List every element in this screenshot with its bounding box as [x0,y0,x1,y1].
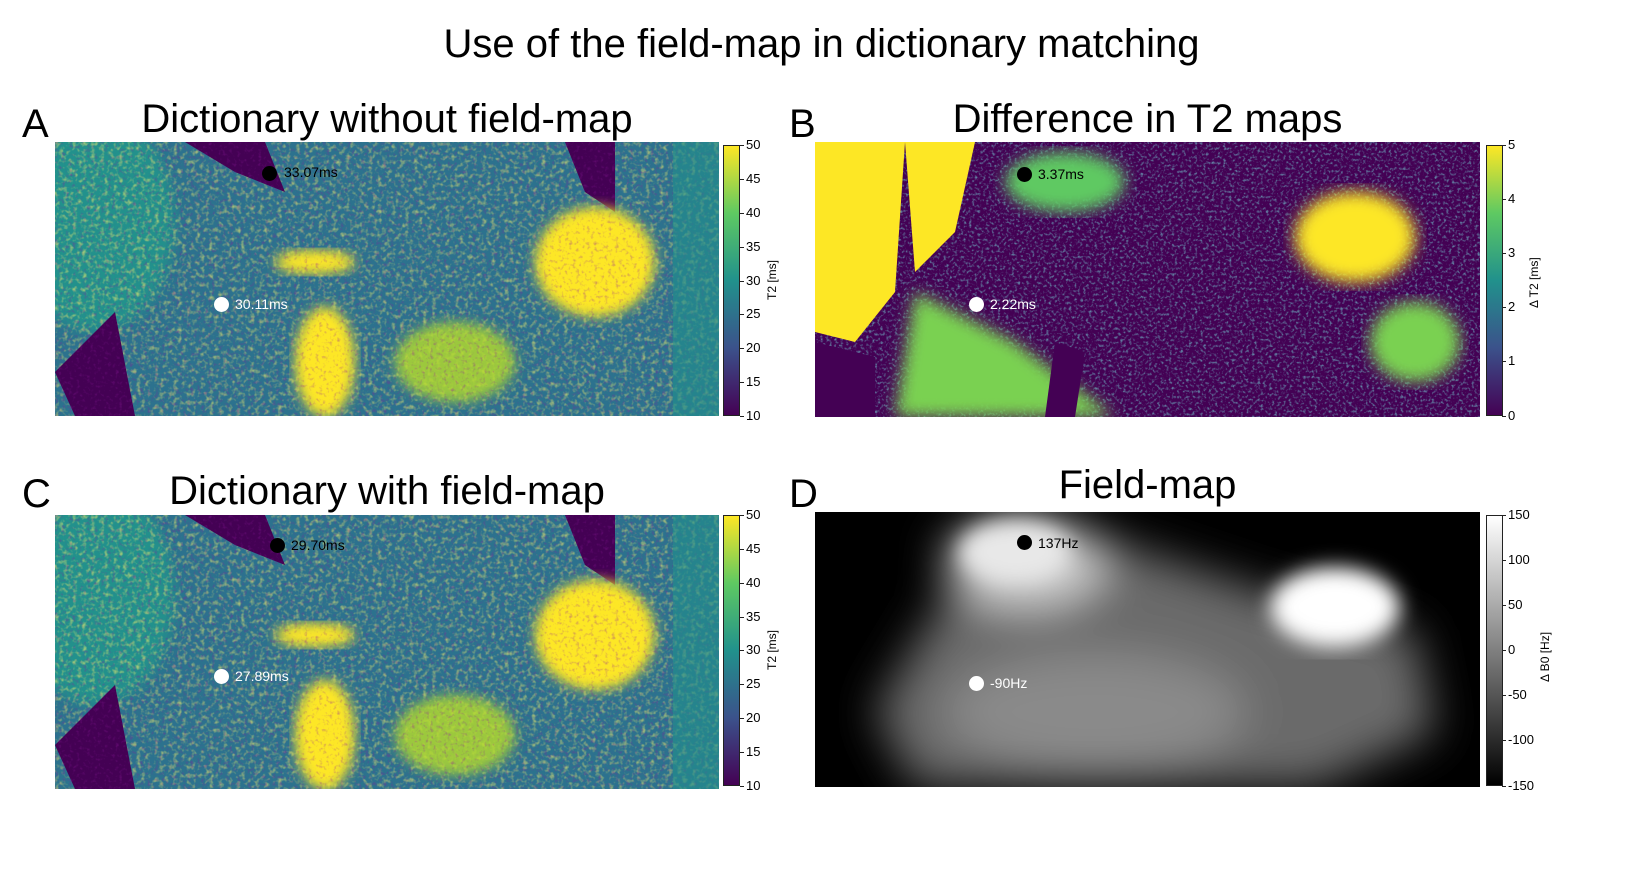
panel-d-marker-black [1017,535,1032,550]
panel-d-colorbar [1486,515,1503,786]
panel-a-title: Dictionary without field-map [141,97,633,141]
panel-c-marker-black-label: 29.70ms [291,537,345,553]
panel-c-tick: 50 [739,507,761,522]
panel-a-tick: 15 [739,374,761,389]
panel-c-tick: 25 [739,676,761,691]
panel-c-tick: 45 [739,541,761,556]
panel-d-tick: -150 [1501,778,1535,793]
panel-d-tick: 50 [1501,597,1523,612]
panel-d-marker-white [969,676,984,691]
panel-b-marker-white-label: 2.22ms [990,296,1036,312]
panel-a-tick: 50 [739,137,761,152]
panel-a-tick: 40 [739,205,761,220]
panel-c-title: Dictionary with field-map [169,469,605,513]
panel-c-letter: C [22,472,51,516]
panel-d-tick: 100 [1502,552,1530,567]
panel-b-marker-white [969,297,984,312]
panel-a-tick: 10 [739,408,761,423]
panel-c-colorbar-label: T2 [ms] [765,629,779,670]
panel-b-map [815,142,1480,417]
panel-d-colorbar-label: Δ B0 [Hz] [1538,631,1552,682]
panel-d-marker-black-label: 137Hz [1038,535,1079,551]
panel-b-colorbar [1486,145,1503,416]
panel-c-colorbar [723,515,740,786]
panel-b-tick: 2 [1501,299,1516,314]
panel-d-letter: D [789,472,818,516]
panel-d-tick: 150 [1502,507,1530,522]
panel-b-marker-black-label: 3.37ms [1038,166,1084,182]
panel-b-marker-black [1017,167,1032,182]
panel-b-tick: 3 [1501,245,1516,260]
panel-c-tick: 40 [739,575,761,590]
panel-d-tick: 0 [1501,642,1516,657]
panel-c-marker-white-label: 27.89ms [235,668,289,684]
panel-a-marker-black-label: 33.07ms [284,164,338,180]
panel-d-map [815,512,1480,787]
panel-c-marker-white [214,669,229,684]
panel-d-tick: -50 [1502,687,1527,702]
panel-b-tick: 5 [1501,137,1516,152]
figure-title: Use of the field-map in dictionary match… [443,22,1200,66]
panel-c-tick: 35 [739,609,761,624]
panel-c-tick: 10 [739,778,761,793]
panel-b-title: Difference in T2 maps [952,97,1343,141]
panel-a-colorbar-label: T2 [ms] [765,259,779,300]
panel-b-letter: B [789,102,816,146]
panel-a-tick: 20 [739,340,761,355]
panel-c-tick: 30 [739,642,761,657]
panel-b-tick: 0 [1501,408,1516,423]
panel-d-marker-white-label: -90Hz [990,675,1028,691]
panel-b-tick: 4 [1501,191,1516,206]
panel-b-colorbar-label: Δ T2 [ms] [1527,257,1541,308]
panel-c-tick: 20 [739,710,761,725]
panel-b-tick: 1 [1501,353,1516,368]
panel-a-marker-white [214,297,229,312]
panel-a-tick: 35 [739,239,761,254]
panel-a-tick: 30 [739,273,761,288]
panel-a-tick: 45 [739,171,761,186]
panel-a-marker-black [262,166,277,181]
panel-a-letter: A [22,102,49,146]
panel-a-colorbar [723,145,740,416]
panel-a-tick: 25 [739,306,761,321]
panel-d-tick: -100 [1501,732,1535,747]
panel-c-tick: 15 [739,744,761,759]
panel-a-marker-white-label: 30.11ms [235,296,288,312]
panel-c-map [55,515,719,789]
panel-a-map [55,142,719,416]
panel-d-title: Field-map [1058,463,1237,507]
panel-c-marker-black [270,538,285,553]
